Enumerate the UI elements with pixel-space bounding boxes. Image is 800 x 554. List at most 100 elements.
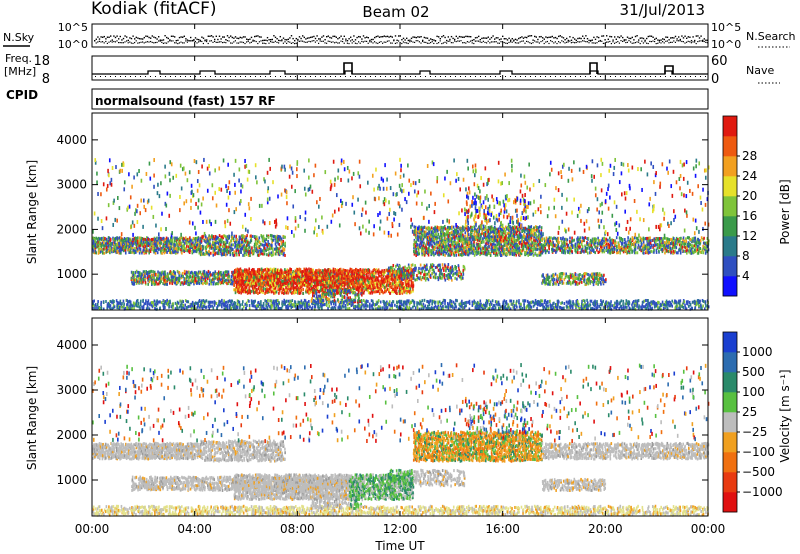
nsearch-point <box>484 42 485 43</box>
nsearch-point <box>497 43 498 44</box>
power-cell <box>396 305 398 308</box>
power-cell <box>581 303 583 306</box>
power-cell <box>688 305 690 308</box>
power-cell <box>288 306 290 309</box>
power-cell <box>321 307 323 310</box>
nsky-point <box>406 38 407 39</box>
power-cell <box>249 289 251 292</box>
nsearch-point <box>286 43 287 44</box>
nsky-point <box>153 36 154 37</box>
nsky-point <box>563 37 564 38</box>
nsky-point <box>243 36 244 37</box>
nsearch-point <box>134 42 135 43</box>
power-cell <box>597 306 599 309</box>
nsearch-point <box>214 41 215 42</box>
nsearch-point <box>662 41 663 42</box>
nsky-point <box>404 39 405 40</box>
nave-point <box>545 76 546 77</box>
nsky-point <box>684 36 685 37</box>
nsearch-point <box>587 41 588 42</box>
nsky-point <box>644 40 645 41</box>
nsearch-point <box>510 41 511 42</box>
nsky-point <box>534 36 535 37</box>
nave-point <box>565 76 566 77</box>
power-cell <box>183 237 185 240</box>
nsearch-point <box>345 40 346 41</box>
nsky-point <box>270 39 271 40</box>
power-cell <box>261 287 263 290</box>
nsearch-point <box>230 42 231 43</box>
nave-point <box>680 76 681 77</box>
nsky-point <box>428 40 429 41</box>
nsearch-point <box>635 42 636 43</box>
nsearch-point <box>420 42 421 43</box>
nsky-point <box>424 37 425 38</box>
power-cell <box>103 241 105 244</box>
nsky-point <box>115 37 116 38</box>
power-cell <box>169 300 171 303</box>
nsearch-point <box>208 43 209 44</box>
nsky-point <box>526 37 527 38</box>
power-cell <box>644 300 646 303</box>
nsky-point <box>494 38 495 39</box>
power-cell <box>553 302 555 305</box>
nsearch-point <box>676 40 677 41</box>
nsearch-point <box>243 42 244 43</box>
nsearch-point <box>505 43 506 44</box>
power-cell <box>161 301 163 304</box>
nsearch-point <box>174 42 175 43</box>
nave-point <box>305 76 306 77</box>
power-cell <box>121 302 123 305</box>
power-cell <box>164 270 166 273</box>
nsky-point <box>603 35 604 36</box>
power-cell <box>676 300 678 303</box>
power-cell <box>578 303 580 306</box>
nsky-point <box>249 39 250 40</box>
power-cell <box>213 277 215 280</box>
power-cell <box>305 299 307 302</box>
power-cell <box>617 303 619 306</box>
power-cell <box>166 283 168 286</box>
power-cell <box>491 303 493 306</box>
nsky-point <box>571 40 572 41</box>
power-cell <box>123 249 125 252</box>
nsky-point <box>364 37 365 38</box>
nsearch-point <box>124 41 125 42</box>
power-cell <box>223 299 225 302</box>
nsky-point <box>292 38 293 39</box>
nsky-point <box>635 36 636 37</box>
nsky-point <box>481 38 482 39</box>
nsky-point <box>131 38 132 39</box>
power-cell <box>145 299 147 302</box>
nsky-point <box>206 39 207 40</box>
nsky-point <box>552 36 553 37</box>
power-cell <box>231 243 233 246</box>
nsearch-point <box>539 42 540 43</box>
nsky-point <box>537 39 538 40</box>
nsky-point <box>107 37 108 38</box>
nsearch-point <box>353 41 354 42</box>
power-cell <box>437 301 439 304</box>
power-cell <box>208 283 210 286</box>
nsky-point <box>475 37 476 38</box>
power-cell <box>690 303 692 306</box>
power-cell <box>280 246 282 249</box>
nsky-point <box>524 37 525 38</box>
power-cell <box>455 305 457 308</box>
power-cell <box>117 250 119 253</box>
nsky-point <box>628 38 629 39</box>
power-cell <box>465 301 467 304</box>
nsearch-point <box>379 42 380 43</box>
nsky-point <box>275 37 276 38</box>
nsearch-point <box>150 41 151 42</box>
power-cell <box>486 304 488 307</box>
power-cell <box>645 299 647 302</box>
nsearch-point <box>625 42 626 43</box>
nsearch-point <box>436 43 437 44</box>
power-cell <box>277 288 279 291</box>
power-cell <box>100 306 102 309</box>
nsky-point <box>622 37 623 38</box>
nave-point <box>455 76 456 77</box>
power-cell <box>284 248 286 251</box>
nsearch-point <box>176 42 177 43</box>
